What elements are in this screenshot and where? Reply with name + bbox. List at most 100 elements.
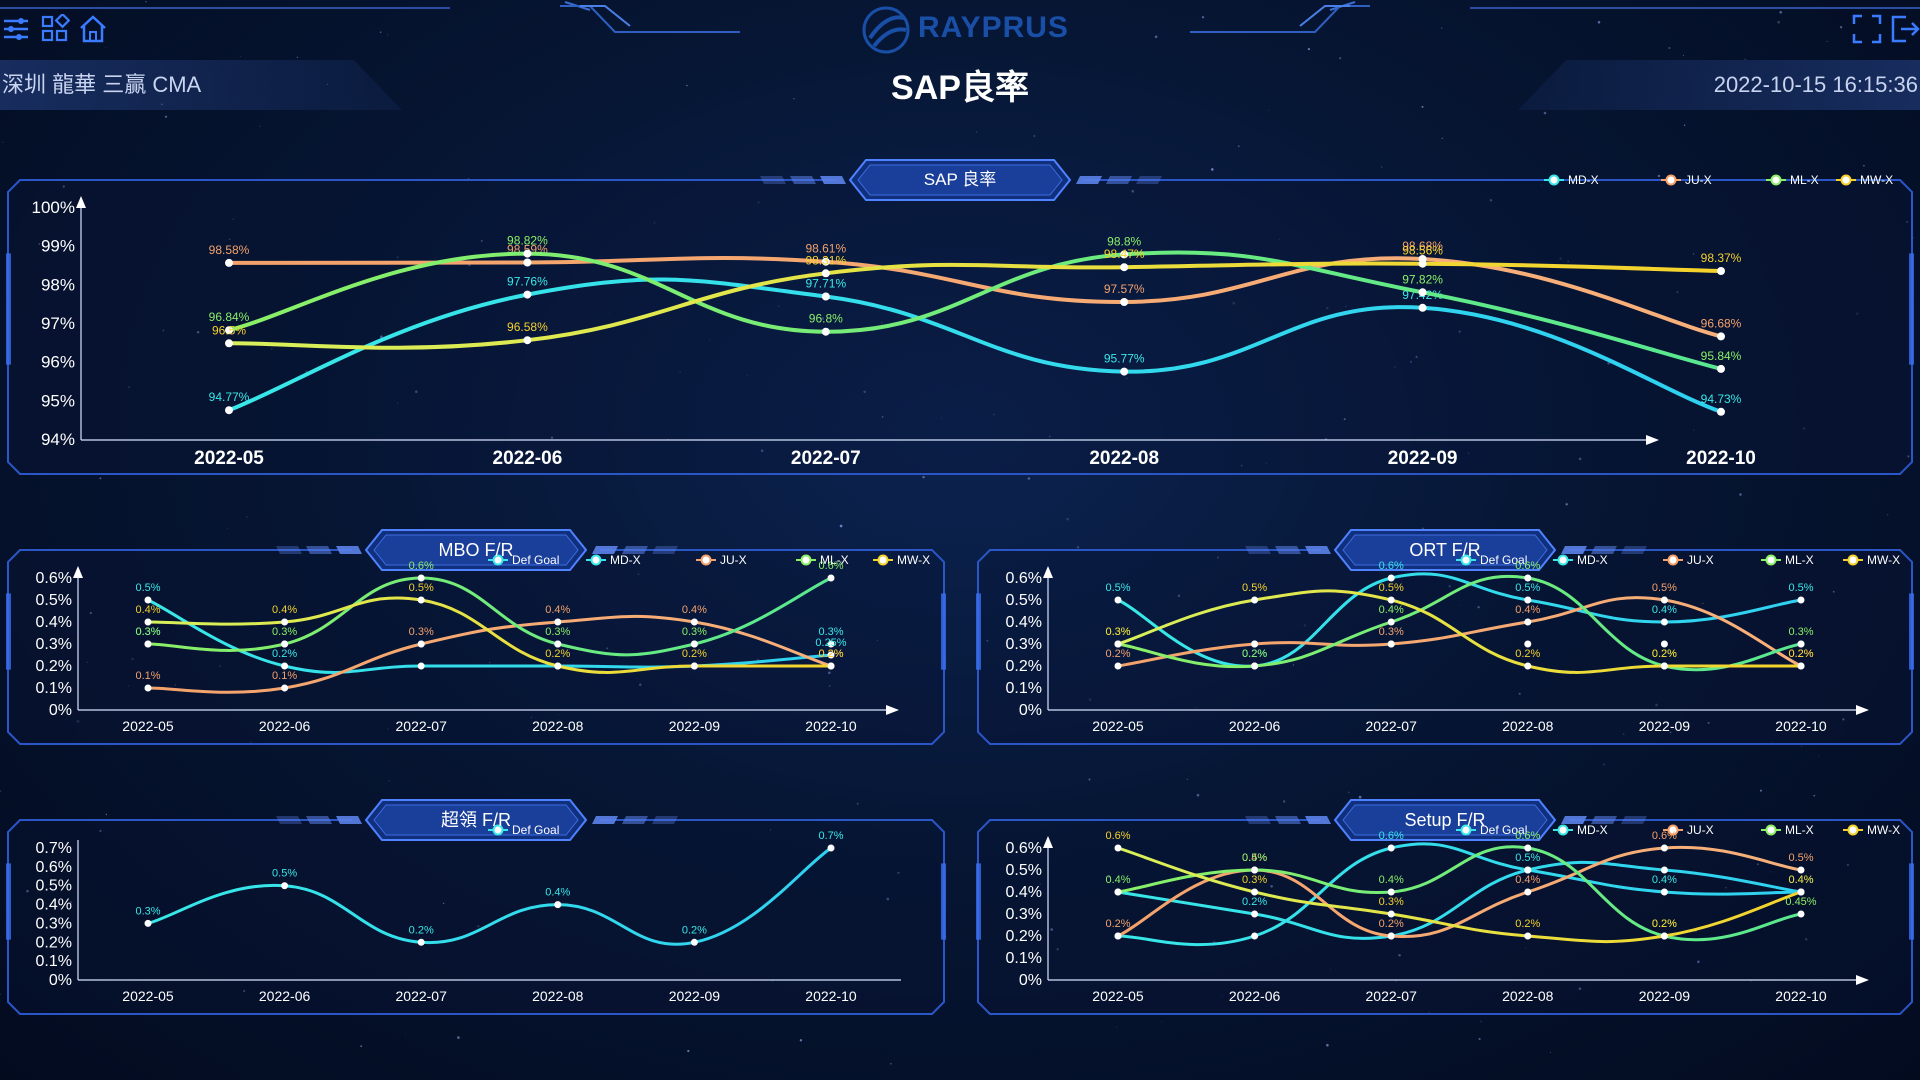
data-point xyxy=(1251,597,1258,604)
data-point xyxy=(1251,867,1258,874)
panel-deco-right xyxy=(622,816,648,824)
panel-edge-left xyxy=(976,863,981,939)
data-point xyxy=(418,597,425,604)
data-label: 96.8% xyxy=(809,312,843,326)
panel-sap-yield: 94% 95% 96% 97% 98% 99% 100% 2022-05 2022-06 2022… xyxy=(6,158,1914,476)
legend-item: MW-X xyxy=(1836,173,1893,187)
logout-icon[interactable] xyxy=(1890,14,1920,44)
data-label: 0.3% xyxy=(1379,626,1404,638)
x-tick-label: 2022-06 xyxy=(1229,988,1281,1004)
brand-name: RAYPRUS xyxy=(918,11,1069,45)
data-label: 96.68% xyxy=(1701,316,1742,330)
data-label: 94.77% xyxy=(209,390,250,404)
data-point xyxy=(418,575,425,582)
data-label: 0.5% xyxy=(1788,852,1813,864)
y-tick-label: 0.3% xyxy=(1006,636,1042,653)
data-point xyxy=(1251,933,1258,940)
data-label: 95.84% xyxy=(1701,349,1742,363)
svg-text:MD-X: MD-X xyxy=(1577,553,1608,567)
data-label: 95.77% xyxy=(1104,352,1145,366)
data-label: 0.5% xyxy=(1515,852,1540,864)
data-label: 0.5% xyxy=(135,582,160,594)
data-point xyxy=(1661,867,1668,874)
data-point xyxy=(281,619,288,626)
panel-title-ort: ORT F/R xyxy=(1335,538,1555,562)
data-point xyxy=(1661,597,1668,604)
x-tick-label: 2022-08 xyxy=(1089,448,1159,469)
y-tick-label: 100% xyxy=(32,198,75,217)
header-deco-right xyxy=(1170,4,1370,44)
panel-deco-right xyxy=(592,816,618,824)
data-label: 0.3% xyxy=(135,905,160,917)
chart-sap: 94% 95% 96% 97% 98% 99% 100% 2022-05 2022-06 2022… xyxy=(6,158,1914,476)
sliders-icon[interactable] xyxy=(2,14,32,44)
header-deco-left xyxy=(560,4,760,44)
y-tick-label: 0.7% xyxy=(36,840,72,857)
data-point xyxy=(828,663,835,670)
data-label: 0.4% xyxy=(682,604,707,616)
data-point xyxy=(1388,575,1395,582)
panel-deco-left xyxy=(276,816,302,824)
panel-setup-fr: 0% 0.1% 0.2% 0.3% 0.4% 0.5% 0.6% 2022-05 2022-06… xyxy=(976,798,1914,1016)
x-tick-label: 2022-06 xyxy=(493,448,563,469)
y-tick-label: 0.6% xyxy=(36,570,72,587)
data-point xyxy=(1115,663,1122,670)
svg-text:MW-X: MW-X xyxy=(897,553,930,567)
legend-item: MW-X xyxy=(1843,553,1900,567)
data-label: 0.3% xyxy=(1105,626,1130,638)
legend-item: MD-X xyxy=(1553,553,1608,567)
data-label: 0.4% xyxy=(1515,604,1540,616)
data-label: 0.5% xyxy=(409,582,434,594)
data-point xyxy=(225,259,233,267)
data-point xyxy=(691,619,698,626)
x-tick-label: 2022-08 xyxy=(1502,988,1554,1004)
data-label: 98.58% xyxy=(209,243,250,257)
data-point xyxy=(1251,641,1258,648)
data-point xyxy=(1717,332,1725,340)
y-tick-label: 0% xyxy=(49,702,72,719)
data-point xyxy=(1661,663,1668,670)
data-point xyxy=(1251,911,1258,918)
fullscreen-icon[interactable] xyxy=(1852,14,1882,44)
data-point xyxy=(1524,619,1531,626)
data-point xyxy=(691,641,698,648)
data-label: 0.5% xyxy=(1515,582,1540,594)
data-point xyxy=(554,901,561,908)
y-tick-label: 0.2% xyxy=(1006,658,1042,675)
data-point xyxy=(1120,368,1128,376)
legend-item: MD-X xyxy=(1553,823,1608,837)
home-icon[interactable] xyxy=(78,14,108,44)
panel-edge-left xyxy=(6,863,11,939)
y-tick-label: 0.2% xyxy=(36,658,72,675)
data-point xyxy=(1524,889,1531,896)
data-point xyxy=(523,259,531,267)
y-tick-label: 0.6% xyxy=(1006,840,1042,857)
data-point xyxy=(1388,597,1395,604)
data-point xyxy=(523,291,531,299)
x-tick-label: 2022-09 xyxy=(669,988,721,1004)
y-tick-label: 0.6% xyxy=(1006,570,1042,587)
x-tick-label: 2022-07 xyxy=(396,988,448,1004)
data-label: 0.5% xyxy=(1379,582,1404,594)
data-label: 0.2% xyxy=(1242,896,1267,908)
data-point xyxy=(145,641,152,648)
x-tick-label: 2022-07 xyxy=(1366,988,1418,1004)
data-label: 0.3% xyxy=(135,626,160,638)
data-point xyxy=(822,269,830,277)
panel-title-setup: Setup F/R xyxy=(1335,808,1555,832)
data-label: 0.1% xyxy=(272,670,297,682)
data-point xyxy=(1115,845,1122,852)
data-point xyxy=(1388,933,1395,940)
panel-edge-right xyxy=(1909,593,1914,669)
data-point xyxy=(1115,641,1122,648)
grid-apps-icon[interactable] xyxy=(40,14,70,44)
data-label: 96.5% xyxy=(212,323,246,337)
data-point xyxy=(1661,619,1668,626)
panel-deco-right xyxy=(1076,176,1102,184)
x-tick-label: 2022-09 xyxy=(1388,448,1458,469)
data-label: 0.2% xyxy=(1515,918,1540,930)
panel-edge-left xyxy=(6,253,11,364)
svg-text:MD-X: MD-X xyxy=(610,553,641,567)
data-point xyxy=(691,939,698,946)
data-point xyxy=(1251,663,1258,670)
